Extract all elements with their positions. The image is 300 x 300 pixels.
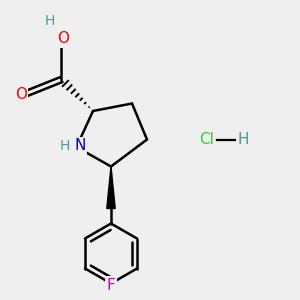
Text: H: H (60, 139, 70, 152)
Text: O: O (57, 32, 69, 46)
Text: F: F (106, 278, 116, 292)
Text: H: H (237, 132, 249, 147)
Text: Cl: Cl (200, 132, 214, 147)
Text: H: H (45, 14, 55, 28)
Text: N: N (74, 138, 86, 153)
Polygon shape (107, 167, 115, 208)
Text: O: O (15, 87, 27, 102)
